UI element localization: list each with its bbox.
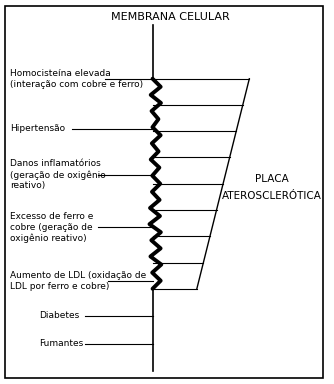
Text: ATEROSCLERÓTICA: ATEROSCLERÓTICA: [222, 191, 322, 201]
Text: MEMBRANA CELULAR: MEMBRANA CELULAR: [111, 12, 230, 22]
Text: Aumento de LDL (oxidação de
LDL por ferro e cobre): Aumento de LDL (oxidação de LDL por ferr…: [10, 271, 146, 291]
Text: Excesso de ferro e
cobre (geração de
oxigênio reativo): Excesso de ferro e cobre (geração de oxi…: [10, 212, 93, 243]
Text: Homocisteína elevada
(interação com cobre e ferro): Homocisteína elevada (interação com cobr…: [10, 69, 143, 89]
Text: Danos inflamatórios
(geração de oxigênio
reativo): Danos inflamatórios (geração de oxigênio…: [10, 159, 106, 190]
Text: Diabetes: Diabetes: [39, 311, 79, 320]
Text: Fumantes: Fumantes: [39, 339, 84, 348]
Text: Hipertensão: Hipertensão: [10, 124, 65, 133]
Text: PLACA: PLACA: [256, 174, 289, 184]
